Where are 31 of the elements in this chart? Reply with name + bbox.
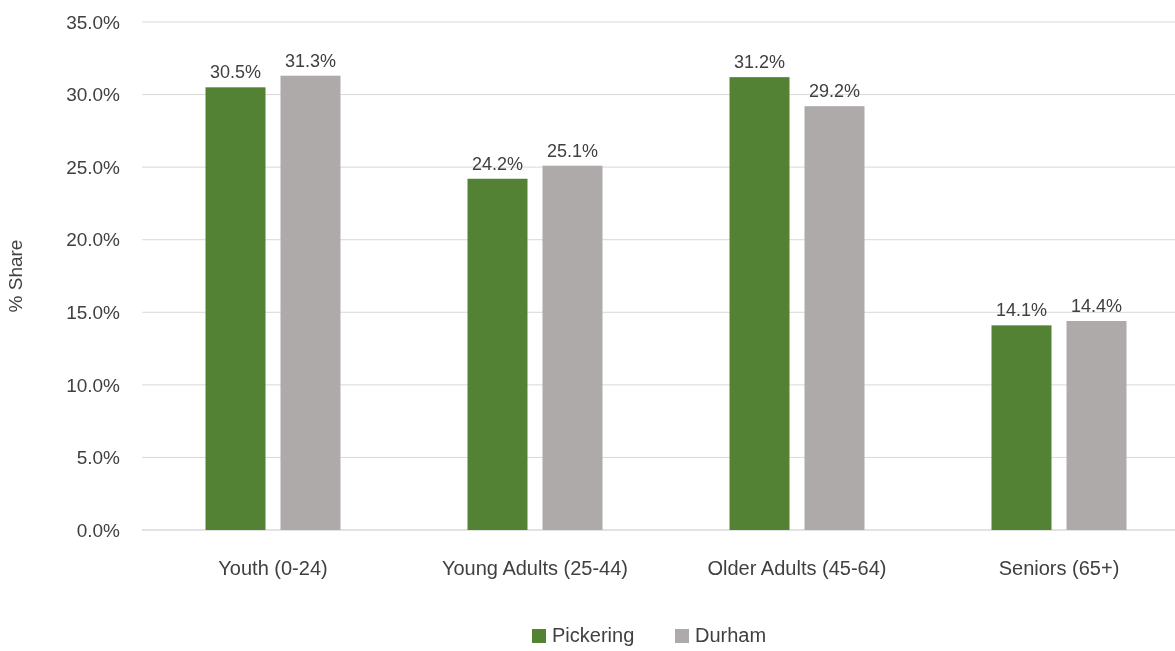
y-tick-label: 10.0%	[66, 374, 121, 396]
x-tick-label: Youth (0-24)	[218, 557, 328, 579]
data-label: 30.5%	[209, 62, 262, 83]
bar	[991, 325, 1052, 530]
data-label: 31.3%	[284, 50, 337, 71]
bar	[804, 106, 865, 530]
data-label: 31.2%	[733, 52, 786, 73]
data-label: 14.1%	[995, 300, 1048, 321]
bar	[205, 87, 266, 530]
y-tick-label: 0.0%	[76, 519, 121, 541]
y-tick-label: 20.0%	[66, 229, 121, 251]
data-label: 25.1%	[546, 140, 599, 161]
bar	[729, 77, 790, 530]
x-tick-label: Seniors (65+)	[998, 557, 1120, 579]
bar	[467, 178, 528, 530]
x-tick-label: Young Adults (25-44)	[441, 557, 629, 579]
bar	[280, 75, 341, 530]
data-label: 14.4%	[1070, 295, 1123, 316]
bar	[542, 165, 603, 530]
legend-label: Durham	[695, 624, 767, 646]
y-tick-label: 5.0%	[76, 447, 121, 469]
data-label: 29.2%	[808, 81, 861, 102]
legend-label: Pickering	[552, 624, 635, 646]
bar	[1066, 320, 1127, 530]
y-axis-title: % Share	[5, 239, 26, 313]
y-tick-label: 35.0%	[66, 11, 121, 33]
y-tick-label: 25.0%	[66, 156, 121, 178]
x-tick-label: Older Adults (45-64)	[707, 557, 887, 579]
y-tick-label: 30.0%	[66, 84, 121, 106]
y-tick-label: 15.0%	[66, 301, 121, 323]
data-label: 24.2%	[471, 153, 524, 174]
